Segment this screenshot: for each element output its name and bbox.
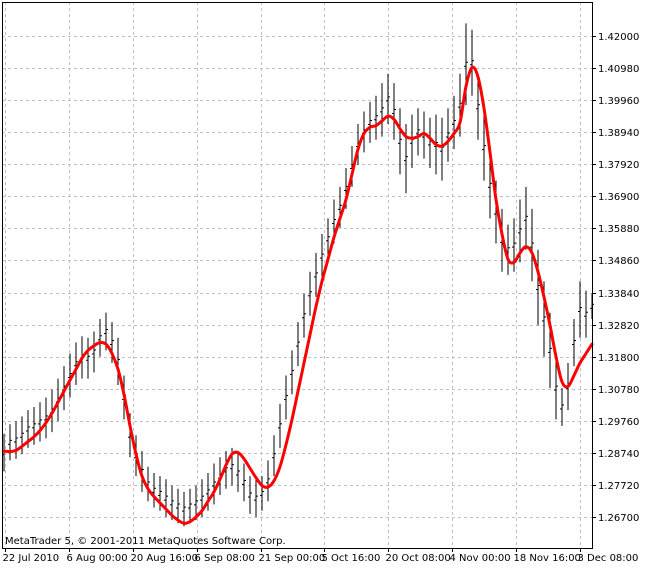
x-tick-label: 5 Oct 16:00 — [322, 553, 381, 564]
x-tick-label: 18 Nov 16:00 — [514, 553, 581, 564]
y-tick-label: 1.36900 — [598, 192, 639, 203]
y-tick-label: 1.40980 — [598, 64, 639, 75]
y-tick-label: 1.34860 — [598, 256, 639, 267]
x-tick-label: 22 Jul 2010 — [3, 553, 60, 564]
x-tick-label: 4 Nov 00:00 — [450, 553, 511, 564]
y-tick-label: 1.32820 — [598, 321, 639, 332]
x-tick-label: 20 Aug 16:00 — [131, 553, 198, 564]
y-tick-label: 1.31800 — [598, 353, 639, 364]
y-tick-label: 1.37920 — [598, 160, 639, 171]
x-tick-label: 3 Dec 08:00 — [578, 553, 639, 564]
y-tick-label: 1.26700 — [598, 513, 639, 524]
grid-layer — [2, 2, 592, 548]
x-tick-label: 21 Sep 00:00 — [259, 553, 326, 564]
y-tick-label: 1.30780 — [598, 385, 639, 396]
plot-frame — [2, 2, 593, 549]
y-tick-label: 1.35880 — [598, 224, 639, 235]
y-tick-label: 1.38940 — [598, 128, 639, 139]
y-tick-label: 1.29760 — [598, 417, 639, 428]
y-tick-label: 1.33840 — [598, 289, 639, 300]
moving-average-line — [2, 65, 594, 525]
y-tick-label: 1.27720 — [598, 481, 639, 492]
x-tick-label: 6 Aug 00:00 — [67, 553, 128, 564]
price-bars — [2, 23, 594, 527]
y-tick-label: 1.42000 — [598, 32, 639, 43]
y-tick-label: 1.28740 — [598, 449, 639, 460]
time-axis: 22 Jul 2010 6 Aug 00:00 20 Aug 16:006 Sep … — [3, 548, 639, 564]
average-line-layer — [2, 65, 594, 525]
x-tick-label: 6 Sep 08:00 — [195, 553, 255, 564]
copyright-text: MetaTrader 5, © 2001-2011 MetaQuotes Sof… — [5, 536, 286, 547]
price-axis: 1.42000 1.40980 1.39960 1.38940 1.37920 1.369… — [592, 32, 639, 524]
x-tick-label: 20 Oct 08:00 — [386, 553, 451, 564]
y-tick-label: 1.39960 — [598, 96, 639, 107]
